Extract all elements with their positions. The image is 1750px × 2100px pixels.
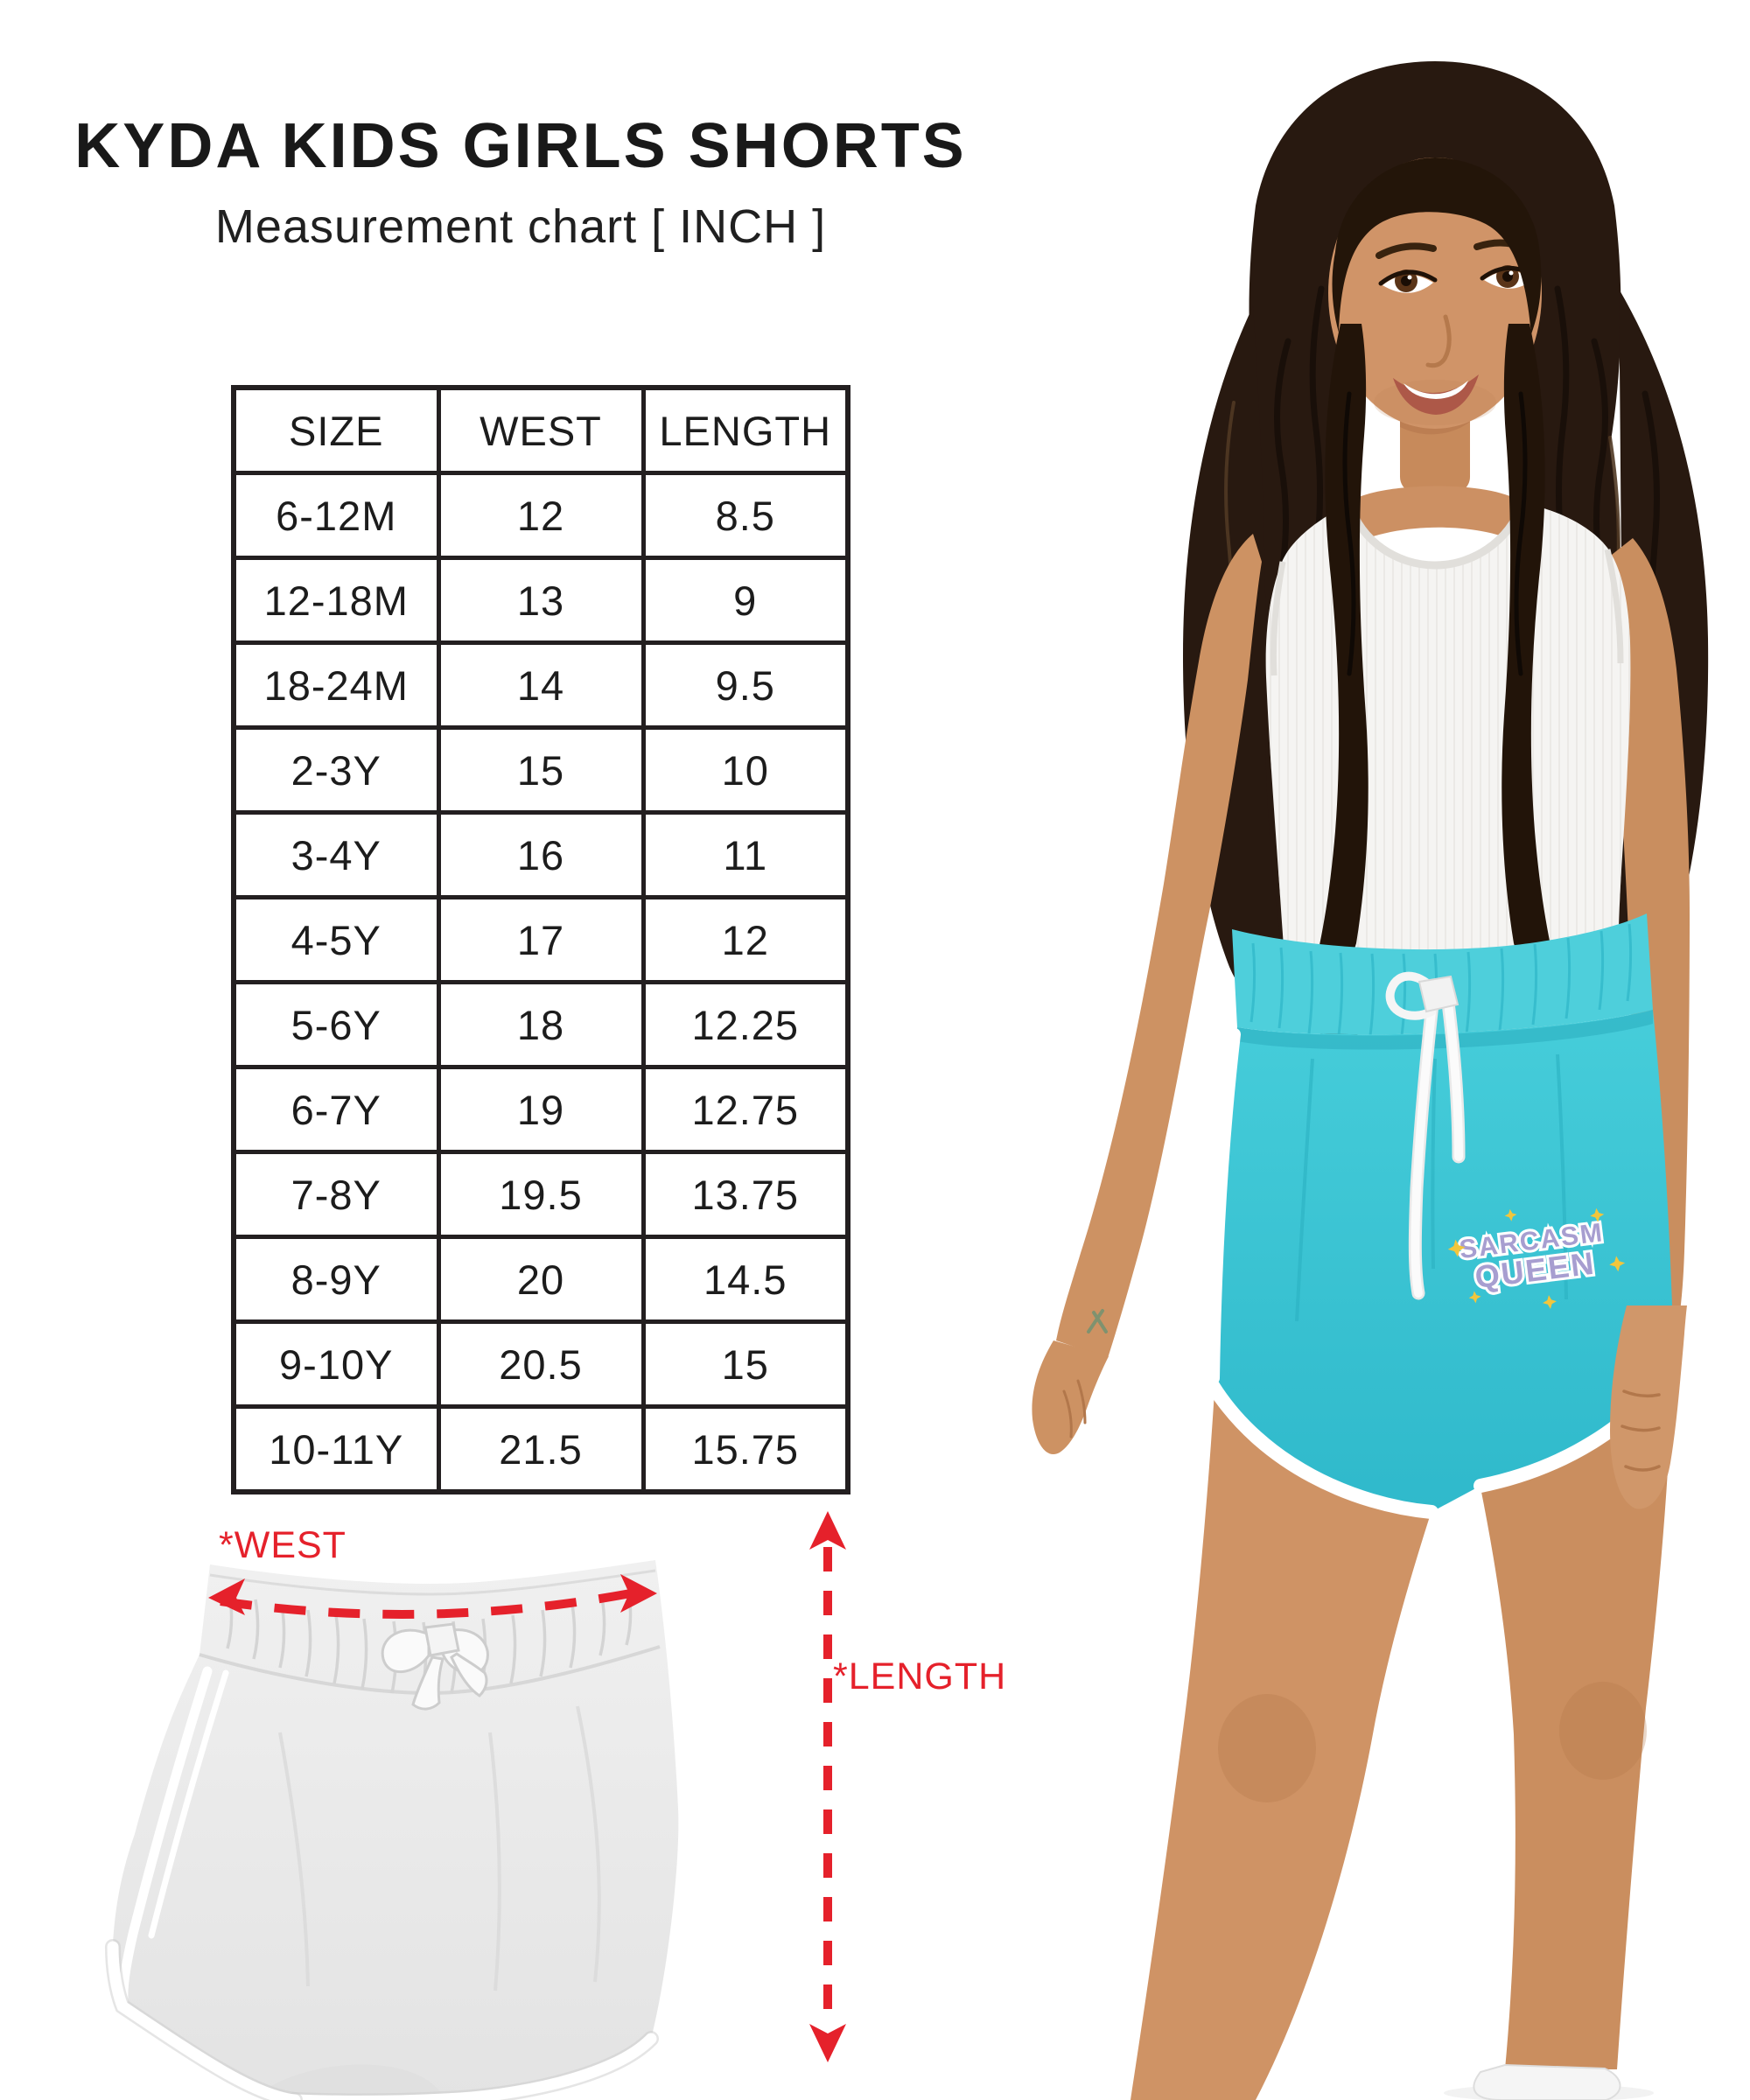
table-cell: 12-18M xyxy=(231,556,441,645)
girl-left-arm xyxy=(1032,534,1262,1455)
tank-neckline xyxy=(1345,501,1527,570)
length-arrow xyxy=(809,1511,846,2062)
smile xyxy=(1393,374,1479,415)
table-cell: 19.5 xyxy=(436,1150,646,1239)
table-cell: 12.75 xyxy=(640,1065,850,1154)
table-cell: 18-24M xyxy=(231,640,441,730)
girl-hair-front xyxy=(1316,324,1554,969)
column-header: LENGTH xyxy=(640,385,850,475)
table-row: 9-10Y 20.5 15 xyxy=(231,1320,850,1409)
table-cell: 15 xyxy=(640,1320,850,1409)
table-cell: 20.5 xyxy=(436,1320,646,1409)
table-row: 6-12M 12 8.5 xyxy=(231,471,850,560)
table-cell: 14 xyxy=(436,640,646,730)
girl-face xyxy=(1328,158,1542,429)
column-header: SIZE xyxy=(231,385,441,475)
drawstring-bow xyxy=(381,1622,489,1711)
west-arrow xyxy=(208,1574,657,1619)
table-cell: 14.5 xyxy=(640,1235,850,1324)
table-row: 4-5Y 17 12 xyxy=(231,895,850,984)
table-cell: 3-4Y xyxy=(231,810,441,900)
size-chart-body: 6-12M 12 8.5 12-18M 13 9 18-24M 14 9.5 2-3Y 15 10 3-… xyxy=(231,471,850,1494)
table-row: 3-4Y 16 11 xyxy=(231,810,850,900)
girl-right-hand xyxy=(1610,1306,1687,1509)
girl-legs xyxy=(1130,1365,1672,2100)
length-label: *LENGTH xyxy=(833,1656,1007,1698)
sparkle-icons xyxy=(1447,1208,1626,1310)
table-cell: 9-10Y xyxy=(231,1320,441,1409)
table-cell: 10-11Y xyxy=(231,1404,441,1494)
table-row: 2-3Y 15 10 xyxy=(231,725,850,815)
shorts-print: SARCASM QUEEN xyxy=(1447,1208,1626,1310)
table-cell: 15 xyxy=(436,725,646,815)
table-cell: 13.75 xyxy=(640,1150,850,1239)
girl-photo: SARCASM QUEEN xyxy=(1032,61,1709,2100)
shorts-drawstring xyxy=(1385,971,1466,1300)
table-cell: 17 xyxy=(436,895,646,984)
page-subtitle: Measurement chart [ INCH ] xyxy=(214,200,827,253)
table-cell: 12.25 xyxy=(640,980,850,1069)
eyes xyxy=(1378,265,1537,293)
page-title: KYDA KIDS GIRLS SHORTS xyxy=(74,111,967,181)
table-row: 5-6Y 18 12.25 xyxy=(231,980,850,1069)
table-cell: 6-7Y xyxy=(231,1065,441,1154)
table-cell: 12 xyxy=(640,895,850,984)
table-row: 6-7Y 19 12.75 xyxy=(231,1065,850,1154)
table-cell: 18 xyxy=(436,980,646,1069)
hair-fringe xyxy=(1332,158,1542,334)
tattoo-mark xyxy=(1087,1309,1108,1334)
table-cell: 7-8Y xyxy=(231,1150,441,1239)
west-label: *WEST xyxy=(219,1524,346,1566)
table-cell: 21.5 xyxy=(436,1404,646,1494)
table-cell: 9 xyxy=(640,556,850,645)
nose xyxy=(1425,314,1452,368)
table-cell: 2-3Y xyxy=(231,725,441,815)
table-cell: 11 xyxy=(640,810,850,900)
side-piping xyxy=(118,1666,213,2006)
shorts-measure-diagram xyxy=(105,1511,846,2100)
shorts-hem-left xyxy=(1205,1377,1438,1519)
hem-piping-left xyxy=(107,1941,301,2100)
table-row: 12-18M 13 9 xyxy=(231,556,850,645)
gray-shorts-illustration xyxy=(105,1560,679,2100)
table-cell: 8.5 xyxy=(640,471,850,560)
table-cell: 20 xyxy=(436,1235,646,1324)
shorts-waistband xyxy=(1232,914,1653,1035)
table-row: 7-8Y 19.5 13.75 xyxy=(231,1150,850,1239)
table-cell: 19 xyxy=(436,1065,646,1154)
table-cell: 13 xyxy=(436,556,646,645)
table-cell: 16 xyxy=(436,810,646,900)
header: KYDA KIDS GIRLS SHORTS Measurement chart… xyxy=(44,110,998,254)
table-cell: 6-12M xyxy=(231,471,441,560)
table-row: 8-9Y 20 14.5 xyxy=(231,1235,850,1324)
table-cell: 5-6Y xyxy=(231,980,441,1069)
table-cell: 15.75 xyxy=(640,1404,850,1494)
table-cell: 8-9Y xyxy=(231,1235,441,1324)
girl-shorts: SARCASM QUEEN xyxy=(1205,914,1681,1519)
size-chart-head: SIZE WEST LENGTH xyxy=(231,385,850,475)
table-cell: 12 xyxy=(436,471,646,560)
sneaker xyxy=(1473,2063,1621,2100)
table-cell: 9.5 xyxy=(640,640,850,730)
size-chart-table: SIZE WEST LENGTH 6-12M 12 8.5 12-18M 13 9 18-24M… xyxy=(231,385,850,1494)
table-row: 10-11Y 21.5 15.75 xyxy=(231,1404,850,1494)
table-cell: 10 xyxy=(640,725,850,815)
column-header: WEST xyxy=(436,385,646,475)
girl-chest xyxy=(1346,486,1525,546)
hem-piping-right xyxy=(289,2033,657,2100)
table-cell: 4-5Y xyxy=(231,895,441,984)
shorts-side-stripe xyxy=(1208,1028,1241,1384)
table-row: 18-24M 14 9.5 xyxy=(231,640,850,730)
